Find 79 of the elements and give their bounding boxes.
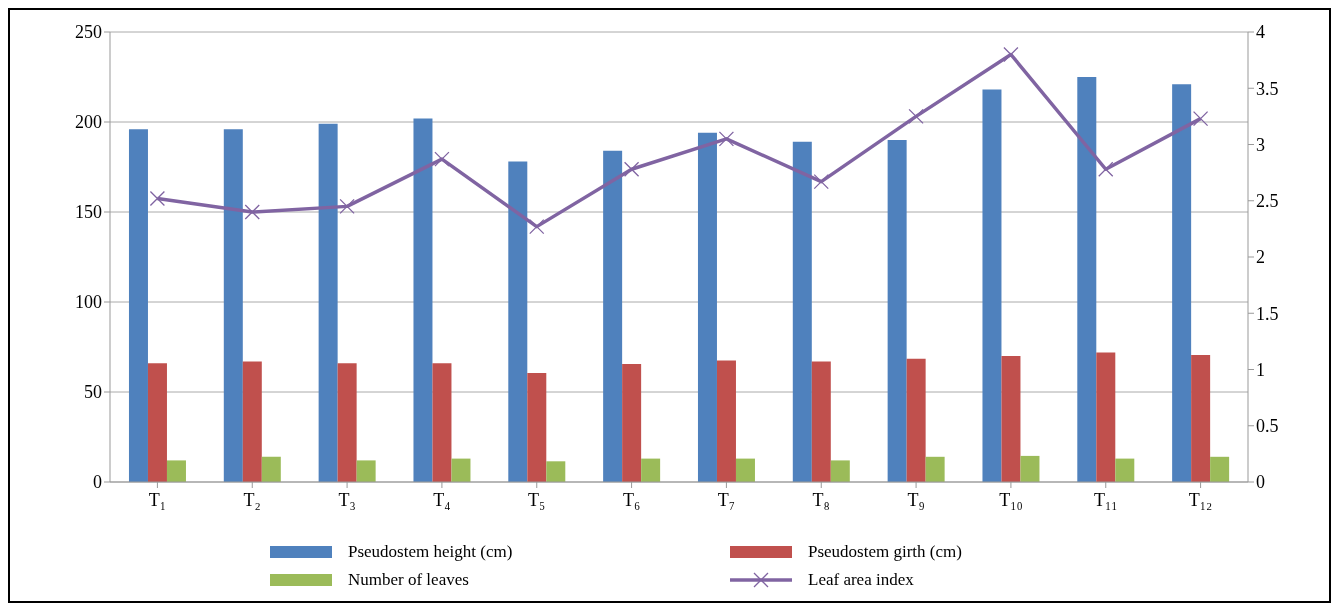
point: [1192, 110, 1209, 127]
bar: [1001, 356, 1021, 482]
bar: [128, 129, 148, 482]
y-tick-label: 0: [93, 472, 102, 493]
y-tick-label: 200: [75, 112, 102, 133]
bar: [641, 458, 661, 482]
bar: [413, 118, 433, 482]
legend-label: Pseudostem height (cm): [348, 542, 513, 562]
point: [718, 131, 735, 147]
x-tick-label: T₅: [528, 490, 546, 510]
bar: [982, 89, 1002, 482]
bar: [716, 360, 736, 482]
point: [339, 198, 355, 215]
bar: [508, 161, 528, 482]
y-tick-label: 100: [75, 292, 102, 313]
point: [1098, 161, 1114, 177]
x-tick-label: T₂: [243, 490, 261, 510]
x-tick-label: T₃: [338, 490, 356, 510]
bar: [337, 363, 357, 482]
x-tick-label: T₉: [907, 490, 925, 510]
x-tick-label: T₁₂: [1188, 490, 1213, 510]
legend-label: Pseudostem girth (cm): [808, 542, 962, 562]
bar: [697, 132, 717, 482]
bar: [1210, 456, 1230, 482]
bar: [887, 140, 907, 482]
bar: [1077, 77, 1097, 482]
bar: [223, 129, 243, 482]
bar: [318, 123, 338, 482]
bar: [147, 363, 167, 482]
x-tick-label: T₇: [717, 490, 736, 510]
bar: [1020, 455, 1040, 482]
legend-label: Number of leaves: [348, 570, 469, 590]
bar: [1172, 84, 1192, 482]
bar: [830, 460, 850, 482]
x-tick-label: T₆: [622, 490, 641, 510]
point: [908, 108, 924, 125]
y2-tick-label: 4: [1256, 22, 1265, 43]
x-tick-label: T₄: [433, 490, 451, 510]
y-tick-label: 50: [84, 382, 102, 403]
point: [149, 190, 166, 207]
bar: [735, 458, 755, 482]
y2-tick-label: 3: [1256, 134, 1265, 155]
bar: [1096, 352, 1116, 482]
y2-tick-label: 0.5: [1256, 416, 1279, 437]
bar: [925, 456, 945, 482]
bar: [242, 361, 262, 482]
y-tick-label: 150: [75, 202, 102, 223]
x-tick-label: T₁₁: [1093, 490, 1118, 510]
y2-tick-label: 2: [1256, 247, 1265, 268]
legend-label: Leaf area index: [808, 570, 914, 590]
y2-tick-label: 1: [1256, 359, 1265, 380]
bar: [432, 363, 452, 482]
bar: [356, 460, 376, 482]
point: [529, 218, 545, 235]
bar: [261, 456, 281, 482]
point: [813, 173, 829, 190]
bar: [1115, 458, 1135, 482]
bar: [906, 358, 926, 482]
x-tick-label: T₁₀: [999, 490, 1023, 510]
bar: [622, 364, 642, 482]
point: [623, 161, 640, 177]
y2-tick-label: 1.5: [1256, 303, 1279, 324]
bar: [1191, 355, 1211, 482]
point: [1003, 46, 1019, 63]
x-tick-label: T₁: [148, 490, 167, 510]
point: [244, 204, 260, 220]
y2-tick-label: 3.5: [1256, 78, 1279, 99]
bar: [527, 373, 547, 482]
y2-tick-label: 0: [1256, 472, 1265, 493]
y-tick-label: 250: [75, 22, 102, 43]
y2-tick-label: 2.5: [1256, 191, 1279, 212]
point: [434, 151, 450, 167]
bar: [603, 150, 623, 482]
bar: [546, 461, 566, 482]
bar: [166, 460, 186, 482]
x-tick-label: T₈: [812, 490, 830, 510]
bar: [811, 361, 831, 482]
bar: [451, 458, 471, 482]
bar: [792, 141, 812, 482]
